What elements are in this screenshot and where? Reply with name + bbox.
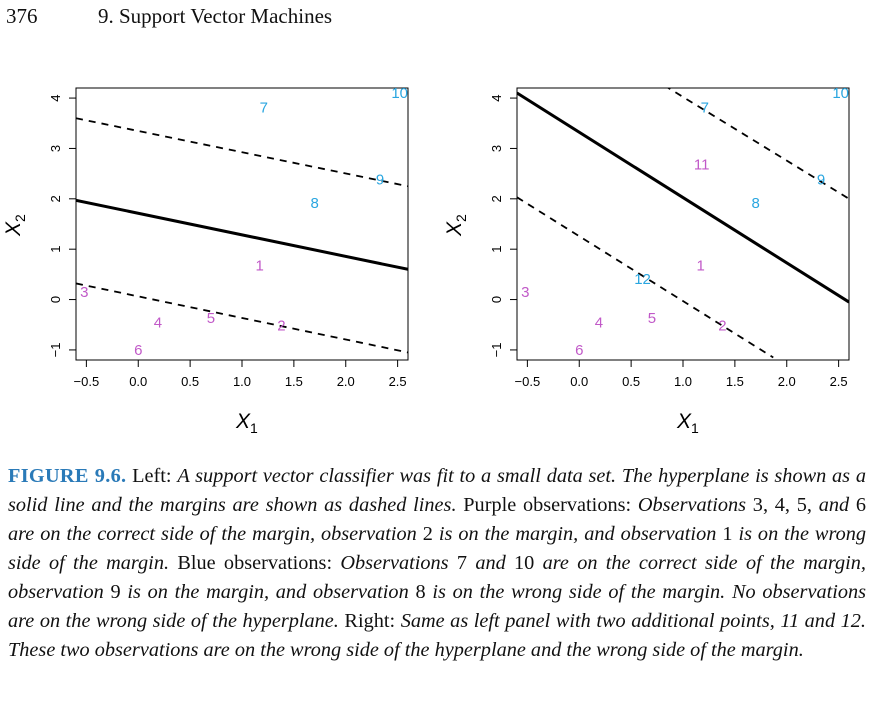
caption-text-24: Same as left panel with two additional p… [8, 610, 866, 661]
x-tick-label: 2.5 [830, 374, 848, 389]
chapter-title: 9. Support Vector Machines [98, 4, 333, 28]
point-label-10: 10 [391, 85, 408, 102]
caption-text-20: is on the margin, and observation [127, 581, 409, 603]
y-tick-label: −1 [489, 343, 504, 358]
x-tick-label: 0.0 [570, 374, 588, 389]
y-tick-label: 3 [48, 145, 63, 152]
margin-line [76, 282, 408, 354]
point-label-12: 12 [634, 271, 651, 288]
x-tick-label: 2.0 [337, 374, 355, 389]
caption-label: FIGURE 9.6. [8, 465, 127, 487]
x-tick-label: 1.0 [674, 374, 692, 389]
hyperplane-line [76, 198, 408, 271]
caption-text-16: and [475, 552, 506, 574]
margin-line [76, 117, 408, 188]
point-label-9: 9 [376, 172, 384, 189]
point-label-3: 3 [521, 284, 529, 301]
y-tick-label: 1 [489, 246, 504, 253]
point-label-4: 4 [595, 315, 603, 332]
caption-text-13: Blue observations: [169, 552, 341, 574]
point-label-7: 7 [260, 100, 268, 117]
x-tick-label: 1.0 [233, 374, 251, 389]
caption-text-11: 1 [716, 523, 739, 545]
margin-line [666, 88, 849, 200]
caption-text-5: 3, 4, 5, [746, 494, 819, 516]
point-label-2: 2 [277, 318, 285, 335]
caption-text-10: is on the margin, and observation [438, 523, 717, 545]
point-label-1: 1 [255, 257, 263, 274]
x-tick-label: 2.0 [778, 374, 796, 389]
caption-text-6: and [818, 494, 850, 516]
point-label-1: 1 [696, 257, 704, 274]
caption-text-8: are on the correct side of the margin, o… [8, 523, 417, 545]
x-axis-label: X1 [676, 410, 699, 436]
point-label-5: 5 [648, 310, 656, 327]
point-label-9: 9 [817, 172, 825, 189]
caption-text-18: are on the correct side of the margin, o… [8, 552, 867, 603]
caption-text-9: 2 [416, 523, 439, 545]
plot-frame [75, 87, 409, 361]
y-tick-label: 4 [48, 94, 63, 101]
caption-text-23: Right: [338, 610, 401, 632]
page-number: 376 [6, 4, 38, 28]
hyperplane-line [517, 91, 849, 304]
x-tick-label: 2.5 [389, 374, 407, 389]
panel-left: −0.5 0.0 0.5 1.0 1.5 2.0 2.5 −1 0 1 2 3 4 X1 X2 1 2 3 4 5 6 7… [2, 85, 409, 436]
caption-text-12: is on the wrong side of the margin. [8, 523, 867, 574]
y-tick-label: 0 [48, 296, 63, 303]
point-label-3: 3 [80, 284, 88, 301]
x-tick-label: −0.5 [515, 374, 541, 389]
point-label-8: 8 [310, 195, 318, 212]
caption-text-1: Left: [126, 465, 178, 487]
margin-line [517, 196, 774, 359]
y-tick-label: 3 [489, 145, 504, 152]
plot-frame [516, 87, 850, 361]
y-tick-label: 1 [48, 246, 63, 253]
x-tick-label: −0.5 [74, 374, 100, 389]
point-label-2: 2 [718, 318, 726, 335]
x-tick-label: 1.5 [285, 374, 303, 389]
y-tick-label: −1 [48, 343, 63, 358]
caption-text-17: 10 [505, 552, 543, 574]
point-label-6: 6 [575, 342, 583, 359]
caption-text-19: 9 [103, 581, 128, 603]
y-tick-label: 0 [489, 296, 504, 303]
x-tick-label: 0.5 [181, 374, 199, 389]
point-label-10: 10 [832, 85, 849, 102]
point-label-11: 11 [694, 157, 710, 174]
point-label-7: 7 [701, 100, 709, 117]
point-label-5: 5 [207, 310, 215, 327]
point-label-8: 8 [751, 195, 759, 212]
running-head: 376 9. Support Vector Machines [6, 4, 332, 29]
x-tick-label: 1.5 [726, 374, 744, 389]
x-tick-label: 0.0 [129, 374, 147, 389]
x-axis-label: X1 [235, 410, 258, 436]
caption-text-7: 6 [849, 494, 867, 516]
caption-text-2: A support vector classifier was fit to a… [8, 465, 866, 516]
caption-text-14: Observations [340, 552, 449, 574]
x-tick-label: 0.5 [622, 374, 640, 389]
y-axis-label: X2 [443, 214, 469, 237]
y-axis-label: X2 [2, 214, 28, 237]
caption-text-21: 8 [408, 581, 433, 603]
y-tick-label: 4 [489, 94, 504, 101]
y-tick-label: 2 [48, 195, 63, 202]
y-tick-label: 2 [489, 195, 504, 202]
caption-text-15: 7 [448, 552, 476, 574]
figure-caption: FIGURE 9.6. Left: A support vector class… [8, 462, 866, 665]
caption-text-22: is on the wrong side of the margin. No o… [8, 581, 867, 632]
point-label-6: 6 [134, 342, 142, 359]
point-label-4: 4 [154, 315, 162, 332]
caption-text-3: Purple observations: [456, 494, 638, 516]
caption-text-4: Observations [637, 494, 747, 516]
